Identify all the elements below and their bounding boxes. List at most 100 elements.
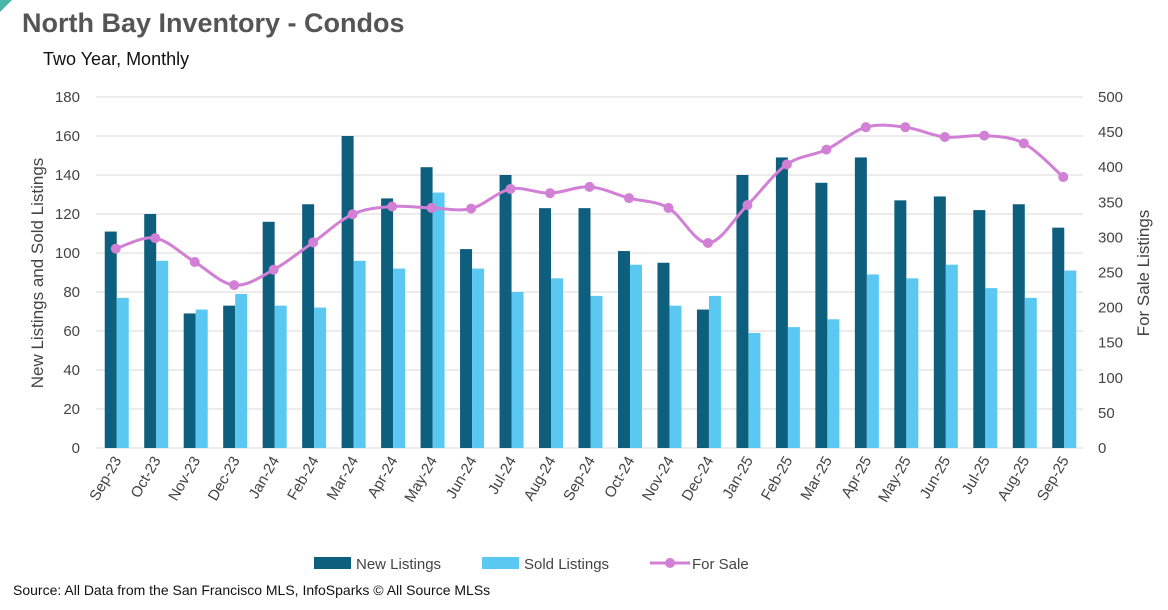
- bar-sold-listings: [235, 293, 248, 448]
- bar-new-listings: [973, 210, 986, 448]
- y-tick-label-left: 40: [63, 362, 80, 379]
- for-sale-point: [466, 203, 477, 214]
- y-tick-label-right: 0: [1098, 440, 1106, 457]
- legend-swatch-for-sale-marker: [665, 558, 675, 568]
- for-sale-point: [308, 237, 319, 248]
- for-sale-point: [268, 264, 279, 275]
- x-tick-label: Nov-23: [165, 454, 204, 504]
- bar-new-listings: [144, 214, 157, 448]
- y-tick-label-right: 50: [1098, 405, 1115, 422]
- bar-sold-listings: [787, 327, 800, 448]
- bar-sold-listings: [708, 295, 721, 448]
- for-sale-point: [663, 202, 674, 213]
- x-tick-label: Apr-24: [364, 454, 401, 501]
- x-tick-label: Feb-24: [284, 454, 322, 504]
- bar-sold-listings: [906, 278, 919, 448]
- bar-sold-listings: [314, 307, 327, 448]
- for-sale-point: [387, 201, 398, 212]
- chart-subtitle: Two Year, Monthly: [43, 49, 190, 69]
- bar-new-listings: [460, 249, 473, 448]
- bar-new-listings: [1052, 227, 1065, 448]
- y-tick-label-left: 60: [63, 323, 80, 340]
- bar-sold-listings: [353, 260, 366, 448]
- y-tick-label-left: 180: [55, 89, 80, 106]
- legend-label-new-listings: New Listings: [356, 556, 441, 573]
- x-tick-label: Feb-25: [758, 454, 796, 504]
- for-sale-point: [979, 130, 990, 141]
- for-sale-point: [189, 256, 200, 267]
- x-tick-label: Jan-25: [719, 454, 757, 502]
- bar-sold-listings: [1064, 270, 1077, 448]
- for-sale-point: [347, 209, 358, 220]
- bar-sold-listings: [116, 297, 129, 448]
- bar-new-listings: [1012, 204, 1025, 448]
- for-sale-point: [781, 159, 792, 170]
- y-tick-label-right: 100: [1098, 370, 1123, 387]
- y-tick-label-right: 300: [1098, 229, 1123, 246]
- bar-sold-listings: [1024, 297, 1037, 448]
- x-tick-label: Dec-23: [205, 454, 244, 504]
- bar-new-listings: [933, 196, 946, 448]
- for-sale-point: [821, 144, 832, 155]
- bar-new-listings: [854, 157, 867, 448]
- bar-sold-listings: [629, 264, 642, 448]
- y-axis-title-left: New Listings and Sold Listings: [28, 158, 47, 389]
- chart-title: North Bay Inventory - Condos: [22, 8, 405, 38]
- bar-new-listings: [183, 313, 196, 448]
- x-tick-label: Mar-25: [797, 454, 835, 504]
- for-sale-point: [1058, 172, 1069, 183]
- bar-new-listings: [815, 182, 828, 449]
- x-tick-label: Jan-24: [245, 454, 283, 502]
- bar-sold-listings: [945, 264, 958, 448]
- y-tick-label-right: 250: [1098, 265, 1123, 282]
- x-tick-label: Sep-24: [560, 454, 599, 504]
- for-sale-line-layer: [110, 122, 1069, 291]
- bar-new-listings: [578, 208, 591, 448]
- for-sale-point: [702, 238, 713, 249]
- bar-sold-listings: [827, 319, 840, 448]
- x-tick-label: Nov-24: [639, 454, 678, 504]
- y-tick-label-left: 120: [55, 206, 80, 223]
- for-sale-point: [545, 188, 556, 199]
- bar-new-listings: [696, 309, 709, 448]
- bar-new-listings: [894, 200, 907, 448]
- legend-swatch-sold-listings: [482, 557, 519, 569]
- y-tick-label-left: 20: [63, 401, 80, 418]
- for-sale-point: [110, 243, 121, 254]
- bar-new-listings: [262, 221, 275, 448]
- x-tick-label: Oct-23: [127, 454, 164, 501]
- x-tick-label: Aug-24: [521, 454, 560, 504]
- bar-sold-listings: [393, 268, 406, 448]
- y-tick-label-left: 0: [72, 440, 80, 457]
- bar-sold-listings: [590, 295, 603, 448]
- bar-sold-listings: [432, 192, 445, 448]
- x-tick-label: Jul-25: [959, 454, 994, 498]
- for-sale-point: [1018, 138, 1029, 149]
- legend-label-sold-listings: Sold Listings: [524, 556, 609, 573]
- x-tick-label: May-25: [875, 454, 915, 506]
- x-tick-label: Jun-24: [443, 454, 481, 502]
- bar-new-listings: [420, 167, 433, 448]
- y-tick-label-left: 80: [63, 284, 80, 301]
- bar-new-listings: [775, 157, 788, 448]
- y-tick-label-right: 200: [1098, 300, 1123, 317]
- bar-new-listings: [617, 251, 630, 448]
- for-sale-point: [150, 233, 161, 244]
- bar-new-listings: [499, 175, 512, 448]
- y-tick-label-right: 500: [1098, 89, 1123, 106]
- y-tick-label-left: 160: [55, 128, 80, 145]
- bar-sold-listings: [669, 305, 682, 448]
- x-tick-label: Apr-25: [838, 454, 875, 501]
- x-tick-label: Oct-24: [601, 454, 638, 501]
- for-sale-point: [860, 122, 871, 133]
- bar-sold-listings: [156, 260, 169, 448]
- for-sale-point: [505, 183, 516, 194]
- x-tick-label: Jun-25: [917, 454, 955, 502]
- y-axis-title-right: For Sale Listings: [1134, 210, 1153, 337]
- y-tick-label-left: 100: [55, 245, 80, 262]
- bar-sold-listings: [195, 309, 208, 448]
- for-sale-point: [742, 200, 753, 211]
- for-sale-point: [584, 181, 595, 192]
- bar-sold-listings: [472, 268, 485, 448]
